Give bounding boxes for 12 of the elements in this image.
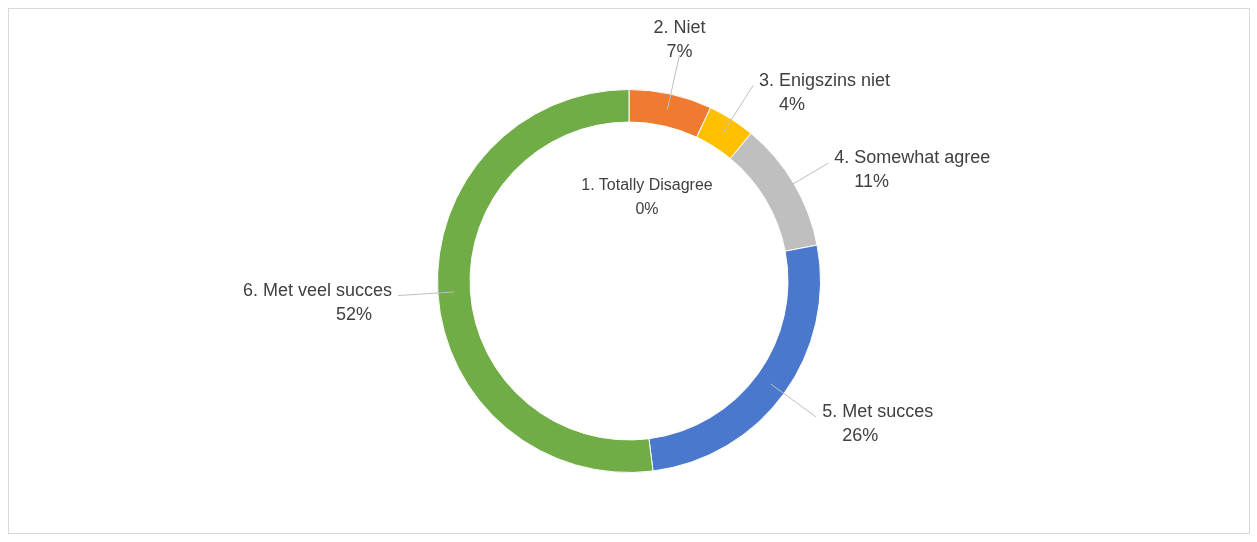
slice-label: 6. Met veel succes — [242, 279, 392, 300]
category-label: 1. Totally Disagree — [581, 175, 713, 193]
data-label: 4% — [779, 93, 806, 114]
slice-label: 5. Met succes — [822, 401, 934, 422]
data-label: 7% — [666, 41, 693, 62]
data-label: 11% — [854, 171, 889, 192]
slice-label: 2. Niet — [653, 17, 706, 38]
text: 0% — [635, 199, 659, 217]
data-label: 26% — [842, 425, 879, 446]
slice-label: 3. Enigszins niet — [759, 69, 891, 90]
slice-label: 4. Somewhat agree — [834, 147, 991, 168]
data-label: 52% — [335, 303, 372, 324]
